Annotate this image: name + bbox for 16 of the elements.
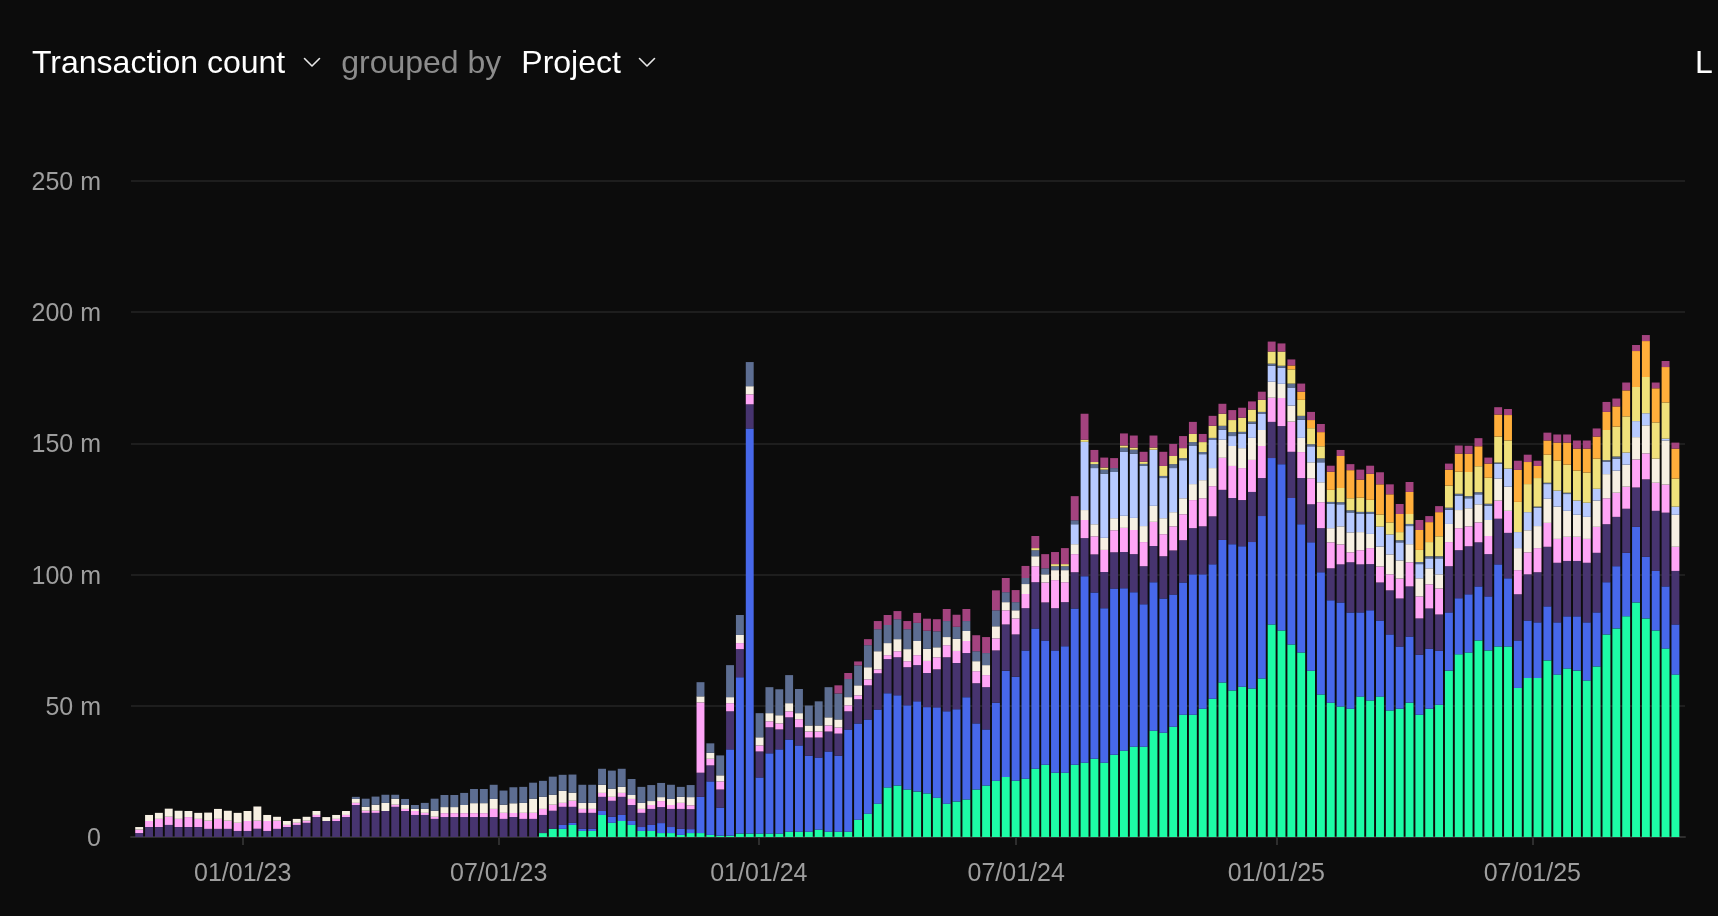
y-tick-label: 50 m <box>45 691 101 720</box>
chart-title: Transaction count <box>32 43 286 82</box>
x-tick-label: 07/01/24 <box>967 857 1065 886</box>
x-tick-label: 01/01/23 <box>194 857 292 886</box>
y-tick-label: 250 m <box>31 167 101 195</box>
y-tick-label: 150 m <box>31 429 101 458</box>
text: L <box>1695 43 1713 82</box>
x-tick-label: 07/01/25 <box>1483 857 1581 886</box>
y-tick-label: 0 <box>87 823 101 851</box>
chart-subtitle: grouped by <box>341 43 502 82</box>
y-tick-label: 200 m <box>31 298 101 327</box>
x-tick-label: 07/01/23 <box>449 857 548 886</box>
x-tick-label: 01/01/25 <box>1227 857 1326 886</box>
x-tick-label: 01/01/24 <box>710 857 808 886</box>
y-tick-label: 100 m <box>31 560 101 589</box>
text: Project <box>521 43 621 82</box>
